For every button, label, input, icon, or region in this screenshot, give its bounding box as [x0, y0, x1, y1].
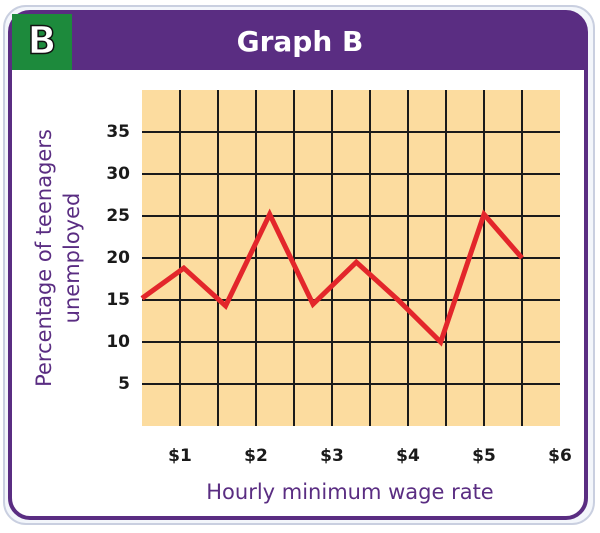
header-band [10, 12, 586, 70]
y-tick-label: 30 [106, 164, 130, 184]
x-tick-label: $4 [396, 446, 420, 466]
y-tick-label: 15 [106, 290, 130, 310]
y-axis-label: Percentage of teenagers unemployed [32, 129, 84, 387]
y-tick-label: 5 [118, 374, 130, 394]
x-tick-label: $6 [548, 446, 572, 466]
data-line [140, 208, 524, 347]
y-tick-label: 25 [106, 206, 130, 226]
y-tick-label: 20 [106, 248, 130, 268]
y-axis-label-line: unemployed [60, 193, 84, 324]
x-axis-label: Hourly minimum wage rate [206, 480, 493, 504]
panel-label-box [12, 14, 72, 70]
y-tick-label: 35 [106, 122, 130, 142]
y-tick-label: 10 [106, 332, 130, 352]
x-tick-label: $1 [168, 446, 192, 466]
chart-title: Graph B [237, 25, 364, 58]
x-tick-label: $3 [320, 446, 344, 466]
x-tick-label: $5 [472, 446, 496, 466]
panel-label: B [28, 19, 57, 63]
x-tick-label: $2 [244, 446, 268, 466]
y-axis-label-line: Percentage of teenagers [32, 129, 56, 387]
